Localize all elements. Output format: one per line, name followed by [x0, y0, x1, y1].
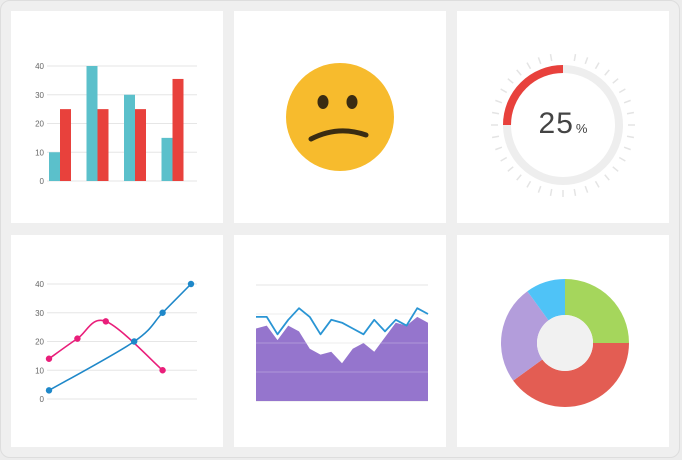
bar-y-tick-label: 10	[35, 148, 44, 157]
line-y-tick-label: 20	[35, 338, 44, 347]
bar-chart: 0 10 20 30 40	[35, 62, 197, 186]
line-point-s2	[45, 387, 53, 394]
bar-s2-3	[135, 109, 146, 181]
gauge-tick	[495, 99, 503, 104]
gauge-tick	[584, 57, 589, 65]
right-eye	[346, 95, 358, 109]
bar-chart-panel: 0 10 20 30 40	[11, 11, 223, 223]
line-point-s2	[131, 338, 138, 345]
gauge-tick	[491, 135, 500, 139]
gauge-tick	[618, 88, 626, 94]
donut-center	[537, 315, 593, 371]
gauge-tick	[594, 180, 600, 188]
bar-y-tick-label: 20	[35, 120, 44, 129]
bar-s2-4	[172, 78, 184, 181]
gauge-tick	[491, 111, 500, 115]
bar-y-tick-label: 40	[35, 62, 44, 71]
gauge-tick	[495, 146, 503, 151]
gauge-tick	[507, 78, 514, 84]
donut-chart	[501, 279, 629, 407]
donut-slice-1	[565, 279, 629, 343]
gauge-tick	[526, 62, 532, 70]
bar-s2-2	[97, 109, 109, 181]
line-point-s1	[102, 318, 110, 325]
gauge-tick	[594, 62, 600, 70]
line-y-tick-label: 0	[40, 395, 45, 404]
bar-s2-1	[60, 109, 71, 181]
donut-slice-4	[527, 279, 565, 321]
emoji-panel	[234, 11, 446, 223]
line-series-1	[48, 319, 164, 371]
line-chart-panel: 0 10 20 30 40	[11, 235, 223, 447]
gauge-tick	[573, 188, 577, 197]
bar-y-tick-label: 0	[40, 177, 45, 186]
gauge-panel: 25%	[457, 11, 669, 223]
gauge-tick	[612, 166, 619, 172]
gauge-tick	[516, 174, 522, 181]
bar-y-tick-label: 30	[35, 91, 44, 100]
line-chart: 0 10 20 30 40	[35, 280, 197, 404]
line-series-2	[48, 283, 192, 392]
gauge-tick	[500, 156, 508, 162]
gauge-value-number: 25	[538, 107, 574, 140]
bar-s1-4	[161, 137, 173, 181]
gauge-tick	[573, 53, 577, 62]
line-point-s2	[187, 280, 195, 288]
line-y-tick-label: 40	[35, 280, 44, 289]
donut-slice-2	[513, 343, 629, 407]
line-y-tick-label: 10	[35, 366, 44, 375]
face-circle	[286, 63, 394, 171]
gauge-tick	[623, 99, 631, 104]
line-point-s2	[159, 309, 166, 316]
sad-face-icon	[286, 63, 394, 171]
line-point-s1	[159, 367, 166, 374]
gauge-tick	[618, 156, 626, 162]
gauge-tick	[626, 135, 635, 139]
gauge-tick	[516, 69, 522, 76]
gauge-value-unit: %	[575, 121, 588, 136]
gauge-tick	[507, 166, 514, 172]
gauge-tick	[549, 188, 553, 197]
gauge-tick	[612, 78, 619, 84]
gauge-tick	[604, 69, 610, 76]
line-point-s1	[74, 335, 81, 342]
donut-chart-panel	[457, 235, 669, 447]
gauge-tick	[623, 146, 631, 151]
bar-s1-1	[49, 152, 60, 181]
bar-s1-2	[86, 66, 98, 181]
area-series-fill	[256, 316, 428, 401]
gauge-tick	[526, 180, 532, 188]
gauge-tick	[500, 88, 508, 94]
donut-slice-3	[501, 291, 549, 381]
area-series-line	[256, 307, 429, 336]
area-chart	[256, 284, 429, 402]
gauge-tick	[584, 185, 589, 193]
gauge-value: 25%	[457, 107, 669, 141]
gauge-chart	[491, 53, 635, 197]
area-chart-panel	[234, 235, 446, 447]
gauge-tick	[604, 174, 610, 181]
gauge-tick	[549, 53, 553, 62]
gauge-tick	[537, 185, 542, 193]
gauge-tick	[626, 111, 635, 115]
gauge-tick	[537, 57, 542, 65]
line-y-tick-label: 30	[35, 309, 44, 318]
frown-mouth	[308, 128, 369, 142]
bar-s1-3	[124, 94, 135, 181]
left-eye	[317, 95, 329, 109]
line-point-s1	[45, 355, 53, 362]
gauge-progress-arc	[503, 65, 564, 126]
